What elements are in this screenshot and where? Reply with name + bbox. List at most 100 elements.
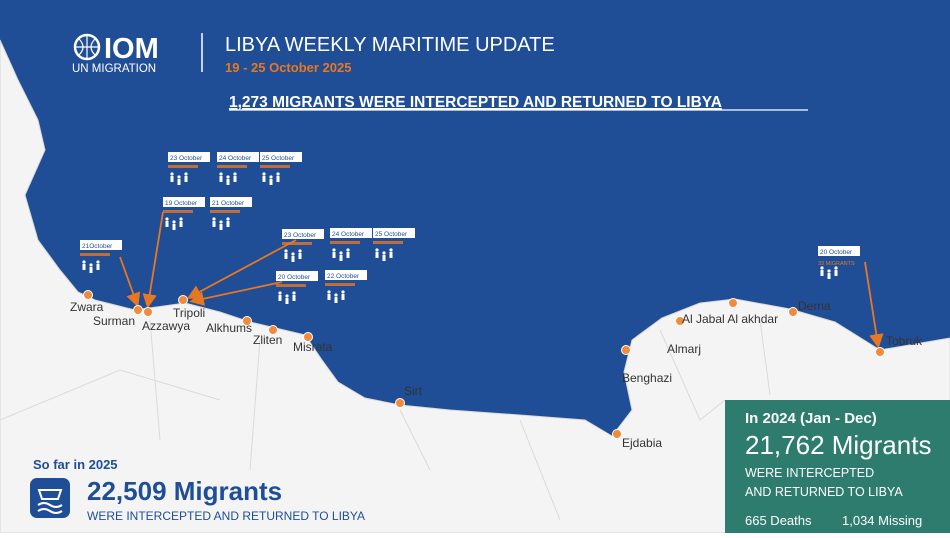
person-icon-body [165, 221, 169, 227]
event-date: 25 October [262, 155, 295, 162]
person-icon-body [284, 253, 288, 259]
person-icon-head [292, 291, 296, 295]
boat-icon-lines [37, 489, 63, 514]
event-box [330, 228, 372, 238]
event-count-bar [373, 241, 403, 244]
city-label: Azzawya [142, 319, 190, 333]
person-icon-head [334, 293, 338, 297]
logo-text: IOM [104, 33, 159, 65]
person-icon-body [820, 270, 824, 276]
person-icon-head [285, 294, 289, 298]
person-icon-body [226, 179, 230, 185]
city-dot [675, 316, 685, 326]
person-icon-head [820, 266, 824, 270]
person-icon-head [82, 260, 86, 264]
person-icon-body [339, 255, 343, 261]
summary-2024-total: 21,762 Migrants [745, 430, 931, 460]
person-icon-head [219, 220, 223, 224]
summary-2025-total: 22,509 Migrants [87, 476, 282, 506]
city-dot [268, 325, 278, 335]
event-date: 23 October [284, 232, 317, 239]
person-icon-head [375, 248, 379, 252]
person-icon-body [285, 298, 289, 304]
person-icon-head [341, 290, 345, 294]
person-icon-body [172, 224, 176, 230]
summary-2025-label: So far in 2025 [33, 457, 118, 472]
person-icon-body [834, 270, 838, 276]
borders [0, 319, 771, 521]
event-date: 22 October [327, 273, 360, 280]
event-count-bar [80, 253, 110, 256]
person-icon-body [219, 176, 223, 182]
summary-2024-line2: AND RETURNED TO LIBYA [745, 485, 903, 499]
event-date: 20 October [278, 274, 311, 281]
person-icon-body [327, 294, 331, 300]
event-date: 19 October [165, 200, 198, 207]
person-icon-head [278, 291, 282, 295]
person-icon-head [172, 220, 176, 224]
city-label: Tobruk [886, 334, 923, 348]
person-icon-head [184, 172, 188, 176]
city-label: Al Jabal Al akhdar [682, 312, 778, 326]
city-label: Tripoli [173, 306, 205, 320]
city-label: Derna [798, 299, 831, 313]
person-icon-body [226, 221, 230, 227]
event-date: 25 October [375, 231, 408, 238]
logo-sub: UN MIGRATION [72, 63, 156, 75]
arrow [119, 256, 141, 308]
person-icon-body [179, 221, 183, 227]
person-icon-body [233, 176, 237, 182]
city-dot [303, 332, 313, 342]
person-icon-head [339, 251, 343, 255]
event-count-bar [325, 283, 355, 286]
person-icon-body [389, 252, 393, 258]
person-icon-head [165, 217, 169, 221]
person-icon-head [382, 251, 386, 255]
summary-2024-label: In 2024 (Jan - Dec) [745, 410, 877, 427]
person-icon-body [332, 252, 336, 258]
event-box [373, 228, 415, 238]
arrows [119, 211, 884, 349]
event-date: 20 October [820, 249, 853, 256]
person-icon-head [827, 269, 831, 273]
event-box [818, 246, 860, 256]
event-box [163, 197, 205, 207]
city-dot [788, 307, 798, 317]
person-icon-head [298, 249, 302, 253]
person-icon-body [827, 273, 831, 279]
city-label: Alkhums [206, 321, 252, 335]
person-icon-head [834, 266, 838, 270]
logo-lines [75, 35, 99, 59]
city-dot [621, 345, 631, 355]
city-label: Misrata [293, 340, 333, 354]
city-dot [728, 298, 738, 308]
city-label: Zliten [253, 333, 282, 347]
person-icon-body [346, 252, 350, 258]
person-icon-head [212, 217, 216, 221]
city-dot [143, 307, 153, 317]
summary-2024-missing: 1,034 Missing [842, 513, 922, 528]
event-date: 24 October [332, 231, 365, 238]
city-dot [133, 305, 143, 315]
person-icon-head [389, 248, 393, 252]
person-icon-body [262, 176, 266, 182]
city-dot [395, 398, 405, 408]
panel-2024 [725, 400, 950, 533]
person-icon-head [179, 217, 183, 221]
event-box [217, 152, 259, 162]
event-date: 21October [82, 243, 113, 250]
event-box [276, 271, 318, 281]
arrow [864, 261, 884, 349]
person-icon-body [291, 256, 295, 262]
person-icon-body [89, 267, 93, 273]
person-icon-head [284, 249, 288, 253]
person-icon-body [82, 264, 86, 270]
city-dot [875, 347, 885, 357]
person-icon-head [226, 175, 230, 179]
dates: 19 - 25 October 2025 [225, 60, 351, 75]
person-icon-body [298, 253, 302, 259]
city-label: Benghazi [622, 371, 672, 385]
person-icon-body [96, 264, 100, 270]
city-label: Ejdabia [622, 436, 662, 450]
